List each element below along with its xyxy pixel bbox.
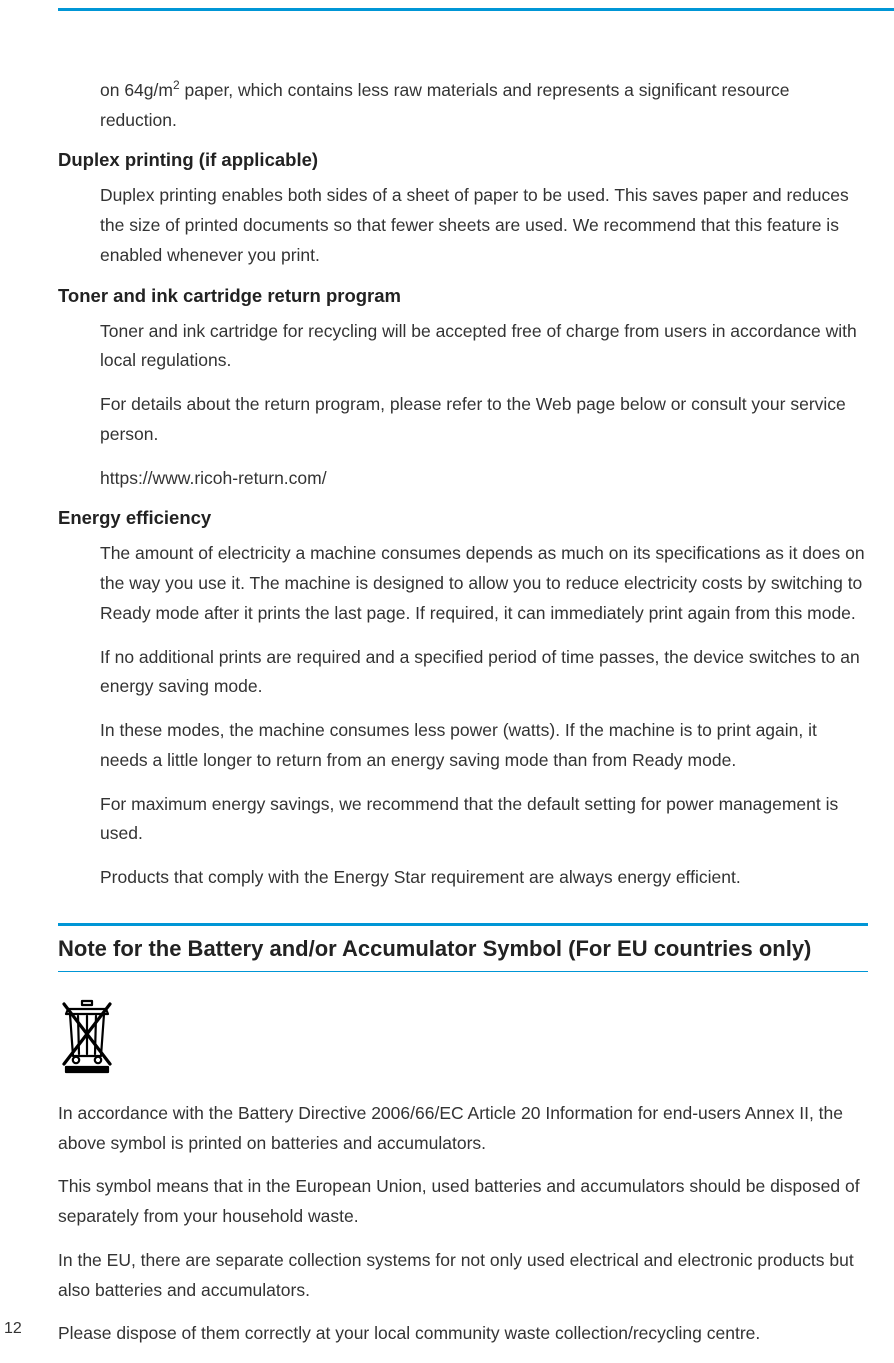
page-top-rule [58,8,894,11]
page-number: 12 [4,1320,22,1338]
toner-url: https://www.ricoh-return.com/ [58,464,868,494]
battery-body2: This symbol means that in the European U… [58,1172,868,1232]
energy-body1: The amount of electricity a machine cons… [58,539,868,628]
battery-rule-bottom [58,971,868,972]
energy-body2: If no additional prints are required and… [58,643,868,703]
paper64-body: on 64g/m2 paper, which contains less raw… [58,75,868,135]
crossed-bin-icon [58,998,868,1079]
paper64-sup: 2 [173,78,180,92]
energy-body5: Products that comply with the Energy Sta… [58,863,868,893]
battery-heading: Note for the Battery and/or Accumulator … [58,926,868,971]
duplex-heading: Duplex printing (if applicable) [58,149,868,171]
battery-body3: In the EU, there are separate collection… [58,1246,868,1306]
energy-heading: Energy efficiency [58,507,868,529]
toner-body1: Toner and ink cartridge for recycling wi… [58,317,868,377]
paper64-pre: on 64g/m [100,80,173,100]
duplex-body: Duplex printing enables both sides of a … [58,181,868,270]
energy-body3: In these modes, the machine consumes les… [58,716,868,776]
toner-body2: For details about the return program, pl… [58,390,868,450]
battery-body4: Please dispose of them correctly at your… [58,1319,868,1349]
page-content: on 64g/m2 paper, which contains less raw… [58,75,868,1363]
energy-body4: For maximum energy savings, we recommend… [58,790,868,850]
paper64-post: paper, which contains less raw materials… [100,80,790,130]
toner-heading: Toner and ink cartridge return program [58,285,868,307]
battery-body1: In accordance with the Battery Directive… [58,1099,868,1159]
